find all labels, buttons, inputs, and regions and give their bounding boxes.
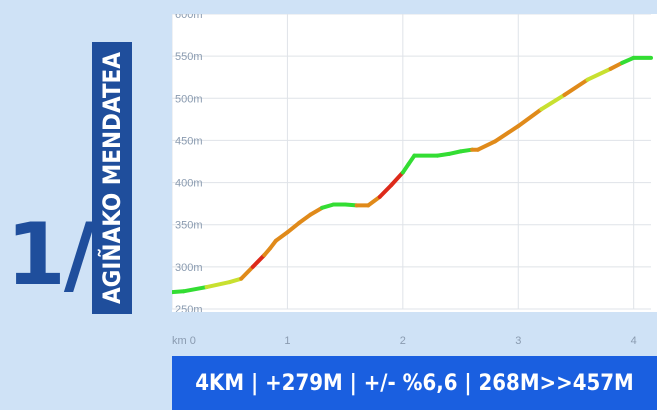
elevation-segment <box>389 170 405 188</box>
y-tick-label: 250m <box>175 304 203 312</box>
elevation-segment <box>608 60 625 71</box>
elevation-segment <box>250 253 267 269</box>
stats-bar: 4KM | +279M | +/- %6,6 | 268M>>457M <box>172 356 657 410</box>
x-tick-label: 3 <box>515 335 521 347</box>
y-tick-label: 300m <box>175 262 203 274</box>
elevation-segment <box>296 212 313 226</box>
x-tick-label: km 0 <box>172 335 196 347</box>
y-tick-label: 350m <box>175 220 203 232</box>
elevation-segment <box>620 55 636 65</box>
elevation-segment <box>273 230 290 243</box>
elevation-segment <box>308 205 325 217</box>
climb-name: AGIÑAKO MENDATEA <box>98 51 126 305</box>
elevation-segment <box>516 107 544 129</box>
stats-text: 4KM | +279M | +/- %6,6 | 268M>>457M <box>195 370 634 396</box>
elevation-segment <box>285 221 301 235</box>
climb-name-box: AGIÑAKO MENDATEA <box>92 42 132 314</box>
elevation-segment <box>366 194 382 208</box>
elevation-chart: 250m 300m 350m 400m 450m 500m 550m 600m <box>172 14 657 312</box>
elevation-segment <box>239 264 255 281</box>
elevation-segment <box>475 139 498 152</box>
x-tick-label: 4 <box>631 335 637 347</box>
x-tick-label: 2 <box>400 335 406 347</box>
y-tick-label: 450m <box>175 135 203 147</box>
elevation-chart-svg: 250m 300m 350m 400m 450m 500m 550m 600m <box>172 14 653 312</box>
y-tick-label: 400m <box>175 178 203 190</box>
elevation-segment <box>204 280 232 290</box>
elevation-segment <box>227 276 244 285</box>
elevation-segment <box>493 124 521 144</box>
y-tick-label: 600m <box>175 14 203 21</box>
elevation-segment <box>320 202 336 210</box>
stage-number: 1/ <box>6 205 95 305</box>
x-axis-labels: km 0 1 2 3 4 <box>172 335 637 347</box>
y-tick-label: 500m <box>175 93 203 105</box>
y-tick-label: 550m <box>175 51 203 63</box>
elevation-segment <box>562 77 590 97</box>
elevation-segment <box>181 285 209 294</box>
elevation-segment <box>539 92 567 112</box>
x-tick-label: 1 <box>284 335 290 347</box>
elevation-segment <box>585 66 613 82</box>
elevation-segment <box>377 183 394 199</box>
